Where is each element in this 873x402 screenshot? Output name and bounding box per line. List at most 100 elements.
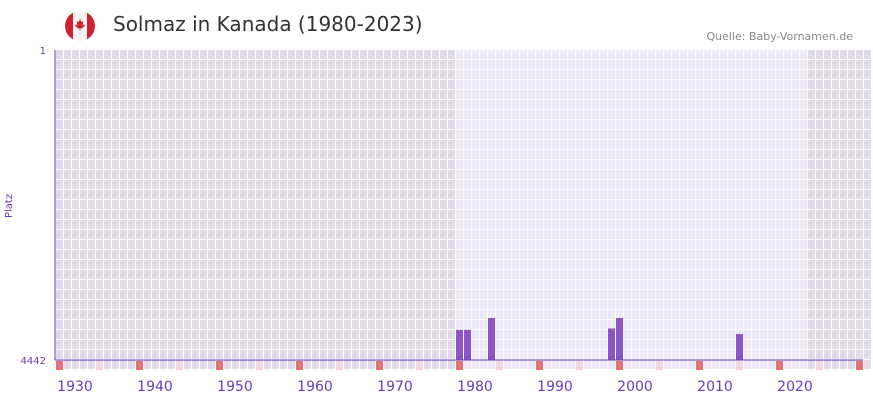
grid-cell <box>72 150 79 159</box>
grid-cell <box>584 100 591 109</box>
grid-cell <box>496 280 503 289</box>
grid-cell <box>400 50 407 59</box>
grid-cell <box>88 100 95 109</box>
grid-cell <box>376 340 383 349</box>
grid-cell <box>192 50 199 59</box>
grid-cell <box>856 310 863 319</box>
grid-cell <box>216 310 223 319</box>
grid-cell <box>320 270 327 279</box>
grid-cell <box>520 290 527 299</box>
grid-cell <box>808 90 815 99</box>
grid-cell <box>280 180 287 189</box>
grid-cell <box>440 90 447 99</box>
grid-cell <box>784 260 791 269</box>
grid-cell <box>168 260 175 269</box>
grid-cell <box>784 180 791 189</box>
grid-cell <box>184 220 191 229</box>
grid-cell <box>624 50 631 59</box>
grid-cell <box>304 260 311 269</box>
grid-cell <box>112 60 119 69</box>
grid-cell <box>464 80 471 89</box>
grid-cell <box>480 190 487 199</box>
grid-cell <box>832 360 839 369</box>
grid-cell <box>184 180 191 189</box>
grid-cell <box>320 80 327 89</box>
grid-cell <box>304 310 311 319</box>
grid-cell <box>824 270 831 279</box>
grid-cell <box>264 80 271 89</box>
grid-cell <box>688 270 695 279</box>
grid-cell <box>504 60 511 69</box>
grid-cell <box>224 210 231 219</box>
grid-cell <box>440 300 447 309</box>
grid-cell <box>824 330 831 339</box>
grid-cell <box>488 310 495 319</box>
source-link[interactable]: Quelle: Baby-Vornamen.de <box>706 30 853 43</box>
grid-cell <box>712 230 719 239</box>
grid-cell <box>416 50 423 59</box>
grid-cell <box>496 170 503 179</box>
grid-cell <box>792 170 799 179</box>
grid-cell <box>256 140 263 149</box>
grid-cell <box>840 120 847 129</box>
grid-cell <box>232 50 239 59</box>
grid-cell <box>240 120 247 129</box>
grid-cell <box>248 270 255 279</box>
grid-cell <box>304 70 311 79</box>
grid-cell <box>496 130 503 139</box>
grid-cell <box>464 190 471 199</box>
grid-cell <box>248 90 255 99</box>
grid-cell <box>112 50 119 59</box>
grid-cell <box>536 350 543 359</box>
grid-cell <box>688 210 695 219</box>
grid-cell <box>384 110 391 119</box>
grid-cell <box>448 360 455 369</box>
grid-cell <box>224 70 231 79</box>
grid-cell <box>624 260 631 269</box>
grid-cell <box>88 240 95 249</box>
grid-cell <box>104 270 111 279</box>
grid-cell <box>248 160 255 169</box>
grid-cell <box>304 340 311 349</box>
grid-cell <box>168 200 175 209</box>
grid-cell <box>176 350 183 359</box>
grid-cell <box>88 340 95 349</box>
grid-cell <box>136 250 143 259</box>
grid-cell <box>608 120 615 129</box>
grid-cell <box>256 170 263 179</box>
grid-cell <box>64 80 71 89</box>
grid-cell <box>304 140 311 149</box>
grid-cell <box>200 90 207 99</box>
grid-cell <box>632 300 639 309</box>
grid-cell <box>256 280 263 289</box>
grid-cell <box>440 220 447 229</box>
grid-cell <box>80 180 87 189</box>
grid-cell <box>504 100 511 109</box>
grid-cell <box>568 350 575 359</box>
grid-cell <box>224 220 231 229</box>
grid-cell <box>176 220 183 229</box>
grid-cell <box>168 270 175 279</box>
grid-cell <box>864 170 871 179</box>
grid-cell <box>320 310 327 319</box>
grid-cell <box>224 180 231 189</box>
grid-cell <box>640 350 647 359</box>
grid-cell <box>792 140 799 149</box>
grid-cell <box>160 100 167 109</box>
grid-cell <box>328 200 335 209</box>
grid-cell <box>624 140 631 149</box>
grid-cell <box>496 300 503 309</box>
grid-cell <box>832 340 839 349</box>
grid-cell <box>808 230 815 239</box>
grid-cell <box>352 230 359 239</box>
grid-cell <box>848 50 855 59</box>
grid-cell <box>864 350 871 359</box>
grid-cell <box>488 250 495 259</box>
grid-cell <box>360 340 367 349</box>
grid-cell <box>792 150 799 159</box>
grid-cell <box>112 280 119 289</box>
grid-cell <box>160 160 167 169</box>
grid-cell <box>152 360 159 369</box>
grid-cell <box>136 310 143 319</box>
grid-cell <box>752 290 759 299</box>
